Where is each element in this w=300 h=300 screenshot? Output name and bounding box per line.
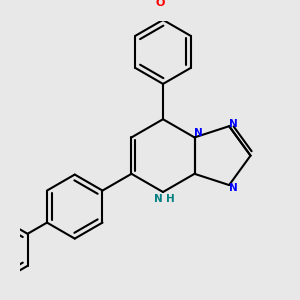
Text: N: N — [229, 118, 238, 129]
Text: O: O — [156, 0, 165, 8]
Text: H: H — [166, 194, 174, 204]
Text: N: N — [194, 128, 202, 138]
Text: N: N — [154, 194, 163, 204]
Text: N: N — [229, 183, 238, 193]
